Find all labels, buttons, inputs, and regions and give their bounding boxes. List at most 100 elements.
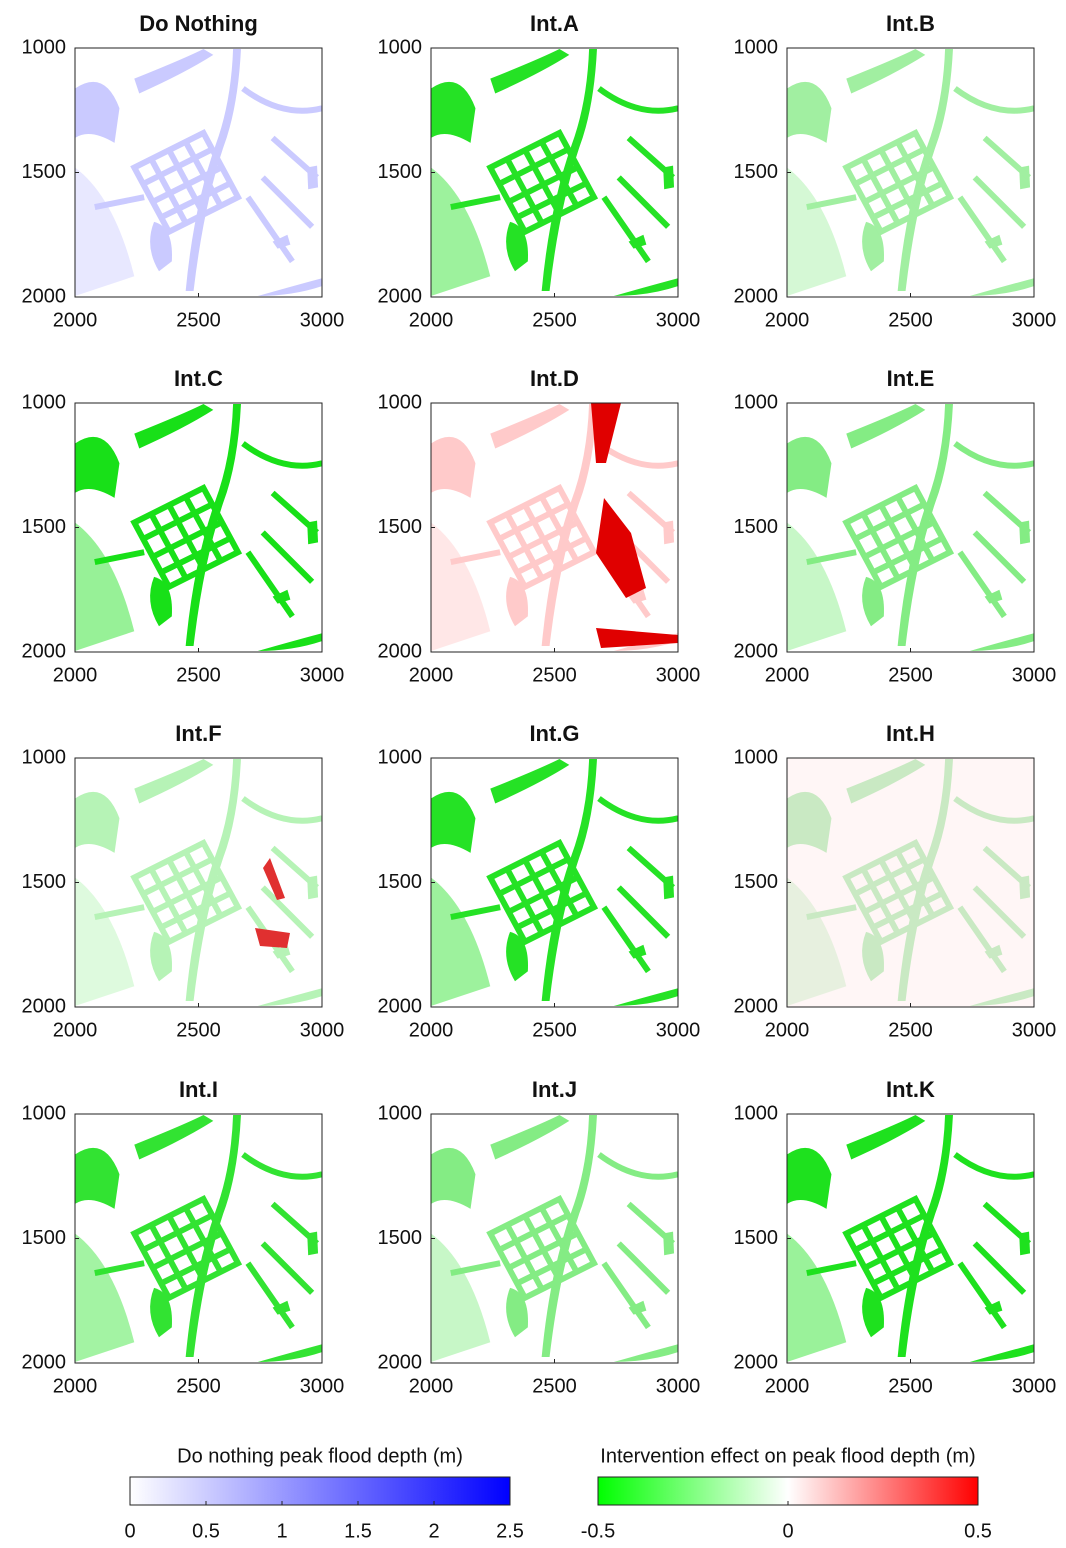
x-tick-label: 2500 <box>532 309 577 331</box>
x-tick-label: 3000 <box>656 309 701 331</box>
x-tick-label: 2500 <box>176 664 221 686</box>
x-tick-label: 2500 <box>176 309 221 331</box>
panel-title: Int.A <box>530 11 579 36</box>
x-tick-label: 2000 <box>765 1019 810 1041</box>
map-panel: Int.F 2000 2500 3000 1000 1500 2000 <box>22 721 345 1041</box>
map-panel: Int.C 2000 2500 3000 1000 1500 2000 <box>22 366 345 686</box>
x-tick-label: 2000 <box>765 664 810 686</box>
x-tick-label: 3000 <box>300 1375 345 1397</box>
map-panel: Int.I 2000 2500 3000 1000 1500 2000 <box>22 1077 345 1397</box>
colorbar-title: Do nothing peak flood depth (m) <box>177 1445 463 1467</box>
colorbar-tick-label: 1.5 <box>344 1520 372 1542</box>
y-tick-label: 1000 <box>734 36 779 58</box>
colorbar-tick-label: 0 <box>782 1520 793 1542</box>
x-tick-label: 3000 <box>1012 1375 1057 1397</box>
colorbar-tick-label: 0.5 <box>192 1520 220 1542</box>
x-tick-label: 3000 <box>1012 309 1057 331</box>
x-tick-label: 2000 <box>409 1375 454 1397</box>
y-tick-label: 2000 <box>734 285 779 307</box>
map-panel: Int.J 2000 2500 3000 1000 1500 2000 <box>378 1077 701 1397</box>
y-tick-label: 1000 <box>22 746 67 768</box>
y-tick-label: 1500 <box>378 871 423 893</box>
y-tick-label: 2000 <box>378 995 423 1017</box>
x-tick-label: 3000 <box>656 664 701 686</box>
panel-title: Do Nothing <box>139 11 258 36</box>
x-tick-label: 3000 <box>300 309 345 331</box>
y-tick-label: 1000 <box>734 391 779 413</box>
x-tick-label: 2500 <box>888 664 933 686</box>
x-tick-label: 2000 <box>765 309 810 331</box>
map-panel: Int.B 2000 2500 3000 1000 1500 2000 <box>734 11 1057 331</box>
panel-title: Int.F <box>175 721 221 746</box>
panel-title: Int.G <box>529 721 579 746</box>
colorbar <box>129 1476 511 1506</box>
y-tick-label: 1000 <box>378 391 423 413</box>
y-tick-label: 2000 <box>22 640 67 662</box>
y-tick-label: 1500 <box>22 871 67 893</box>
y-tick-label: 1500 <box>378 161 423 183</box>
panel-title: Int.J <box>532 1077 577 1102</box>
y-tick-label: 1000 <box>378 746 423 768</box>
y-tick-label: 1500 <box>734 1227 779 1249</box>
y-tick-label: 1000 <box>734 746 779 768</box>
x-tick-label: 2500 <box>888 309 933 331</box>
x-tick-label: 3000 <box>300 1019 345 1041</box>
colorbar-tick-label: 2 <box>428 1520 439 1542</box>
x-tick-label: 2000 <box>53 1375 98 1397</box>
colorbar-tick-label: 0.5 <box>964 1520 992 1542</box>
y-tick-label: 1500 <box>378 516 423 538</box>
y-tick-label: 1000 <box>22 1102 67 1124</box>
x-tick-label: 2500 <box>532 1019 577 1041</box>
panel-title: Int.D <box>530 366 579 391</box>
colorbar <box>597 1476 979 1506</box>
panel-title: Int.C <box>174 366 223 391</box>
y-tick-label: 1000 <box>378 36 423 58</box>
y-tick-label: 1500 <box>22 161 67 183</box>
map-hotspot <box>255 858 290 948</box>
x-tick-label: 2000 <box>409 1019 454 1041</box>
x-tick-label: 2500 <box>532 1375 577 1397</box>
x-tick-label: 2500 <box>176 1375 221 1397</box>
colorbar-title: Intervention effect on peak flood depth … <box>600 1445 975 1467</box>
x-tick-label: 3000 <box>656 1019 701 1041</box>
x-tick-label: 2500 <box>888 1019 933 1041</box>
y-tick-label: 1500 <box>22 1227 67 1249</box>
x-tick-label: 2000 <box>409 309 454 331</box>
map-panel: Int.H 2000 2500 3000 1000 1500 2000 <box>734 721 1057 1041</box>
colorbar-tick-label: -0.5 <box>581 1520 615 1542</box>
y-tick-label: 2000 <box>22 995 67 1017</box>
colorbar-tick-label: 1 <box>276 1520 287 1542</box>
panel-title: Int.I <box>179 1077 218 1102</box>
x-tick-label: 2500 <box>532 664 577 686</box>
y-tick-label: 1500 <box>734 161 779 183</box>
y-tick-label: 1500 <box>378 1227 423 1249</box>
x-tick-label: 3000 <box>300 664 345 686</box>
x-tick-label: 3000 <box>1012 664 1057 686</box>
y-tick-label: 1000 <box>378 1102 423 1124</box>
y-tick-label: 1000 <box>734 1102 779 1124</box>
panel-title: Int.K <box>886 1077 935 1102</box>
x-tick-label: 2000 <box>53 309 98 331</box>
x-tick-label: 2000 <box>409 664 454 686</box>
y-tick-label: 2000 <box>734 640 779 662</box>
x-tick-label: 2500 <box>176 1019 221 1041</box>
x-tick-label: 2000 <box>765 1375 810 1397</box>
x-tick-label: 2500 <box>888 1375 933 1397</box>
y-tick-label: 1500 <box>734 871 779 893</box>
y-tick-label: 1000 <box>22 36 67 58</box>
map-panel: Int.G 2000 2500 3000 1000 1500 2000 <box>378 721 701 1041</box>
x-tick-label: 2000 <box>53 664 98 686</box>
y-tick-label: 2000 <box>22 285 67 307</box>
map-hotspot <box>591 403 678 648</box>
y-tick-label: 1500 <box>734 516 779 538</box>
map-panel: Int.A 2000 2500 3000 1000 1500 2000 <box>378 11 701 331</box>
y-tick-label: 1500 <box>22 516 67 538</box>
x-tick-label: 2000 <box>53 1019 98 1041</box>
y-tick-label: 2000 <box>734 1351 779 1373</box>
panel-title: Int.B <box>886 11 935 36</box>
y-tick-label: 2000 <box>378 640 423 662</box>
x-tick-label: 3000 <box>1012 1019 1057 1041</box>
colorbar-tick-label: 0 <box>124 1520 135 1542</box>
y-tick-label: 1000 <box>22 391 67 413</box>
